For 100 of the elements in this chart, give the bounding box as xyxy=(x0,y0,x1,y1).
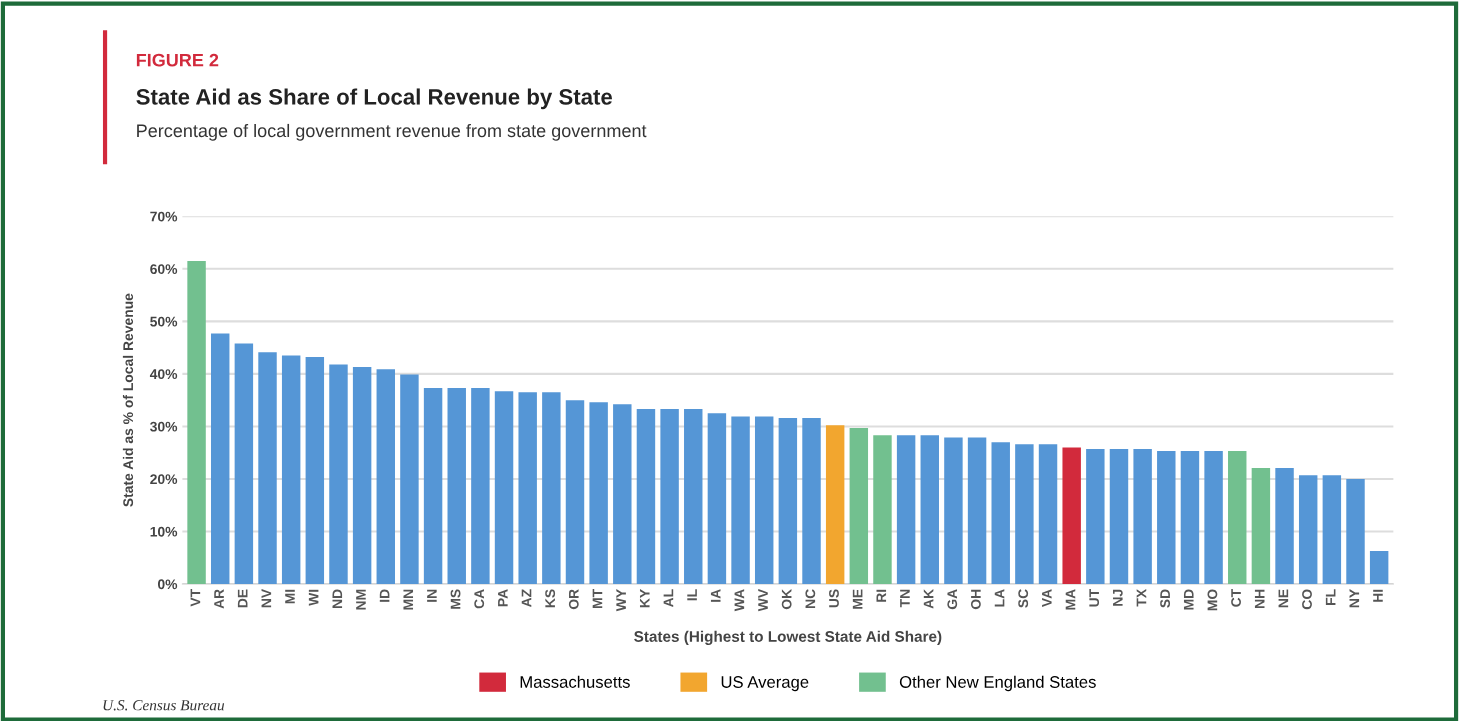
x-tick-label: MO xyxy=(1207,589,1218,611)
x-tick-label: NV xyxy=(261,588,272,608)
x-tick-label: MN xyxy=(403,589,414,610)
bar xyxy=(589,402,608,585)
bar xyxy=(613,404,632,585)
x-tick-label: IL xyxy=(687,589,697,601)
bar xyxy=(1015,444,1034,585)
bar xyxy=(920,435,939,585)
bar xyxy=(1275,467,1294,585)
bar xyxy=(187,260,206,585)
x-tick-label: MD xyxy=(1183,589,1194,610)
bar xyxy=(234,343,254,585)
bar xyxy=(707,413,727,585)
x-tick-label: KY xyxy=(639,589,650,608)
x-tick-label: OH xyxy=(970,589,981,610)
y-tick-label: 60% xyxy=(150,264,178,274)
chart-subtitle: Percentage of local government revenue from state government xyxy=(137,123,647,141)
x-tick-label: NC xyxy=(805,589,816,608)
bar xyxy=(754,416,774,585)
x-tick-label: MT xyxy=(592,589,603,608)
bar xyxy=(944,437,963,585)
x-tick-label: RI xyxy=(876,589,887,602)
x-tick-label: HI xyxy=(1373,589,1383,602)
bar xyxy=(684,409,703,585)
bar xyxy=(1109,449,1129,585)
x-tick-label: UT xyxy=(1089,589,1100,607)
x-tick-label: US xyxy=(829,589,839,608)
x-tick-label: OR xyxy=(568,589,579,610)
bar xyxy=(494,391,514,585)
bar xyxy=(1086,449,1105,585)
bar xyxy=(967,437,987,585)
x-tick-label: AR xyxy=(214,589,224,609)
bar xyxy=(471,388,490,585)
bar xyxy=(1228,451,1247,585)
bar xyxy=(542,392,561,585)
x-tick-label: CO xyxy=(1302,589,1312,610)
y-axis-title: State Aid as % of Local Revenue xyxy=(122,293,134,507)
x-tick-label: NY xyxy=(1349,589,1360,608)
bar xyxy=(1062,447,1081,585)
x-axis-title: States (Highest to Lowest State Aid Share) xyxy=(634,630,942,645)
bar xyxy=(258,352,277,585)
bar xyxy=(1346,478,1365,585)
x-tick-label: DE xyxy=(237,589,248,608)
bar xyxy=(802,418,821,585)
text: U.S. Census Bureau xyxy=(103,700,225,711)
x-tick-label: TN xyxy=(900,589,910,608)
bar xyxy=(849,428,869,585)
y-tick-label: 70% xyxy=(150,211,178,222)
bar xyxy=(896,435,916,585)
x-tick-label: VT xyxy=(190,589,201,607)
x-tick-label: WV xyxy=(758,588,768,612)
bar xyxy=(825,425,845,585)
legend-label: Other New England States xyxy=(899,675,1096,692)
bar xyxy=(376,369,395,585)
x-tick-label: ID xyxy=(379,589,390,602)
x-tick-label: OK xyxy=(781,589,792,610)
y-tick-label: 0% xyxy=(157,579,178,590)
x-tick-label: CA xyxy=(474,589,485,609)
chart-title: State Aid as Share of Local Revenue by State xyxy=(136,88,613,110)
x-tick-label: AZ xyxy=(521,589,532,608)
bar xyxy=(1133,449,1152,585)
x-tick-label: TX xyxy=(1136,588,1147,607)
bar xyxy=(400,374,419,585)
x-tick-label: NE xyxy=(1278,589,1289,608)
bar xyxy=(1204,451,1223,585)
bar xyxy=(565,400,585,585)
bar xyxy=(1369,550,1389,585)
bar xyxy=(873,435,892,585)
bar xyxy=(731,416,750,585)
x-tick-label: VA xyxy=(1042,589,1052,608)
bar xyxy=(518,392,537,585)
bar xyxy=(305,357,325,585)
legend-label: Massachusetts xyxy=(520,675,630,688)
bar xyxy=(778,418,798,585)
x-tick-label: WA xyxy=(734,589,745,612)
x-tick-label: PA xyxy=(498,589,508,607)
x-tick-label: AL xyxy=(663,589,674,608)
bar xyxy=(423,388,443,585)
x-tick-label: WI xyxy=(308,589,319,606)
y-tick-label: 20% xyxy=(150,474,178,485)
x-tick-label: NJ xyxy=(1113,589,1123,606)
x-tick-label: MA xyxy=(1065,589,1076,610)
x-tick-label: NH xyxy=(1254,589,1265,608)
bar xyxy=(1251,467,1271,585)
x-tick-label: IN xyxy=(427,589,437,602)
y-tick-label: 50% xyxy=(150,316,178,327)
x-tick-label: CT xyxy=(1231,589,1241,607)
bar xyxy=(991,442,1010,585)
bar xyxy=(352,367,372,585)
x-tick-label: IA xyxy=(710,589,721,602)
bar xyxy=(447,388,466,585)
caption: FIGURE 2 xyxy=(136,53,219,67)
x-tick-label: LA xyxy=(994,589,1005,607)
y-tick-label: 10% xyxy=(150,526,178,537)
x-tick-label: ND xyxy=(332,589,343,608)
x-tick-label: ME xyxy=(852,589,863,609)
bar xyxy=(636,409,656,585)
x-tick-label: KS xyxy=(545,589,556,608)
bar xyxy=(660,409,679,585)
bar xyxy=(1038,444,1058,585)
